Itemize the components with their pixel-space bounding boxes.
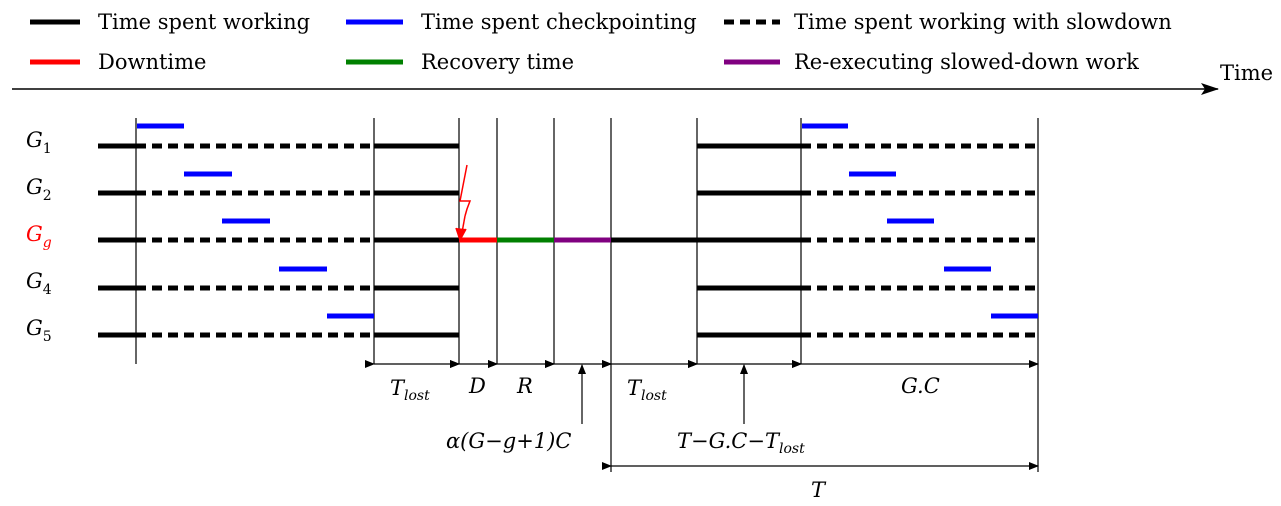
- label-tlost-1-sub: lost: [404, 388, 430, 404]
- label-tlost-1-base: T: [390, 376, 406, 400]
- label-remaining-base: T: [765, 429, 781, 453]
- legend-item-downtime: Downtime: [30, 50, 206, 74]
- legend-item-recovery: Recovery time: [346, 50, 574, 74]
- group-label-2-sub: 2: [43, 188, 52, 204]
- interval-labels: Tlost D R Tlost G.C T α(G−g+1)C T−G.C−Tl…: [390, 374, 940, 502]
- group-label-1: G1: [26, 128, 52, 157]
- group-label-5-name: G: [26, 316, 43, 340]
- legend-item-working: Time spent working: [30, 10, 310, 34]
- label-d: D: [468, 374, 486, 398]
- row-g1: [98, 123, 1038, 149]
- group-label-2: G2: [26, 175, 52, 204]
- label-remaining: T−G.C−Tlost: [677, 429, 805, 457]
- label-tlost-2-sub: lost: [641, 388, 667, 404]
- group-label-4: G4: [26, 269, 52, 298]
- group-labels: G1 G2 Gg G4 G5: [26, 128, 52, 345]
- legend: Time spent working Time spent checkpoint…: [30, 10, 1172, 74]
- row-g2: [98, 171, 1038, 196]
- timeline-rows: [98, 123, 1038, 338]
- group-label-5-sub: 5: [43, 329, 52, 345]
- group-label-g: Gg: [26, 222, 52, 251]
- row-gg: [98, 164, 1038, 243]
- legend-label-slowdown: Time spent working with slowdown: [794, 10, 1172, 34]
- legend-label-checkpointing: Time spent checkpointing: [421, 10, 697, 34]
- legend-item-slowdown: Time spent working with slowdown: [724, 10, 1172, 34]
- label-remaining-pre: T−G.C−: [677, 429, 765, 453]
- legend-item-reexecuting: Re-executing slowed-down work: [724, 50, 1139, 74]
- time-axis-label: Time: [1220, 61, 1273, 85]
- group-label-4-sub: 4: [43, 282, 52, 298]
- legend-item-checkpointing: Time spent checkpointing: [346, 10, 697, 34]
- row-g5: [98, 313, 1038, 338]
- group-label-2-name: G: [26, 175, 43, 199]
- row-g4: [98, 266, 1038, 291]
- label-gc: G.C: [901, 374, 940, 398]
- failure-bolt-icon: [455, 164, 472, 242]
- legend-label-recovery: Recovery time: [421, 50, 574, 74]
- label-r: R: [516, 374, 533, 398]
- time-axis: Time: [12, 61, 1273, 95]
- label-remaining-sub: lost: [779, 441, 805, 457]
- group-label-4-name: G: [26, 269, 43, 293]
- legend-label-working: Time spent working: [98, 10, 310, 34]
- interval-arrows: [365, 360, 1039, 470]
- label-tlost-2: Tlost: [627, 376, 667, 404]
- label-tlost-2-base: T: [627, 376, 643, 400]
- group-label-1-name: G: [26, 128, 43, 152]
- label-alpha: α(G−g+1)C: [446, 429, 571, 453]
- group-label-5: G5: [26, 316, 52, 345]
- label-tlost-1: Tlost: [390, 376, 430, 404]
- legend-label-reexecuting: Re-executing slowed-down work: [794, 50, 1139, 74]
- vertical-separators: [135, 118, 1039, 472]
- group-label-g-sub: g: [43, 235, 52, 251]
- label-total-t: T: [811, 478, 827, 502]
- legend-label-downtime: Downtime: [98, 50, 206, 74]
- group-label-g-name: G: [26, 222, 43, 246]
- group-label-1-sub: 1: [43, 141, 52, 157]
